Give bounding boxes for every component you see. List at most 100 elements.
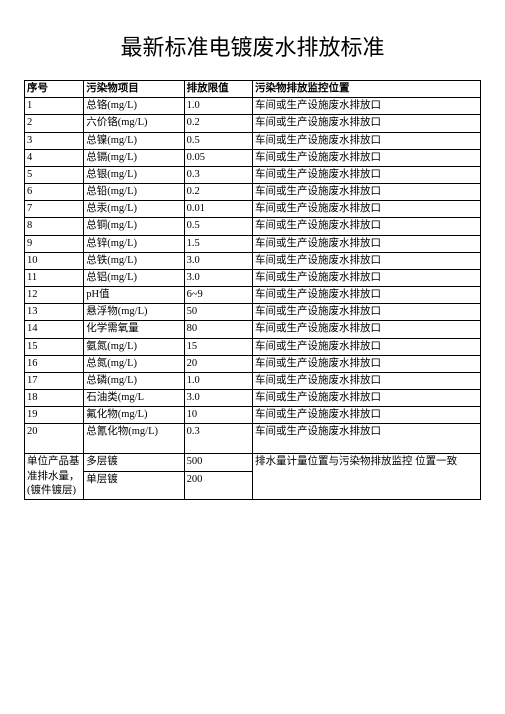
footer-v1: 500 <box>184 454 252 471</box>
table-cell: 车间或生产设施废水排放口 <box>252 338 480 355</box>
table-cell: 总铜(mg/L) <box>84 218 184 235</box>
table-cell: 总镉(mg/L) <box>84 149 184 166</box>
table-cell: 氟化物(mg/L) <box>84 407 184 424</box>
table-row: 13悬浮物(mg/L)50车间或生产设施废水排放口 <box>25 304 481 321</box>
table-row: 1总铬(mg/L)1.0车间或生产设施废水排放口 <box>25 98 481 115</box>
table-cell: 0.3 <box>184 424 252 454</box>
table-cell: 车间或生产设施废水排放口 <box>252 372 480 389</box>
table-row: 20总氰化物(mg/L)0.3车间或生产设施废水排放口 <box>25 424 481 454</box>
table-cell: 3.0 <box>184 252 252 269</box>
table-cell: 车间或生产设施废水排放口 <box>252 287 480 304</box>
header-seq: 序号 <box>25 81 84 98</box>
table-cell: 车间或生产设施废水排放口 <box>252 166 480 183</box>
table-cell: 6~9 <box>184 287 252 304</box>
table-cell: 车间或生产设施废水排放口 <box>252 355 480 372</box>
table-cell: 总磷(mg/L) <box>84 372 184 389</box>
table-row: 6总铅(mg/L)0.2车间或生产设施废水排放口 <box>25 184 481 201</box>
table-cell: 0.5 <box>184 132 252 149</box>
table-cell: 8 <box>25 218 84 235</box>
table-row: 14化学需氧量80车间或生产设施废水排放口 <box>25 321 481 338</box>
table-cell: 1.0 <box>184 98 252 115</box>
table-row: 18石油类(mg/L3.0车间或生产设施废水排放口 <box>25 390 481 407</box>
table-cell: 车间或生产设施废水排放口 <box>252 218 480 235</box>
table-cell: 19 <box>25 407 84 424</box>
table-cell: 0.3 <box>184 166 252 183</box>
header-loc: 污染物排放监控位置 <box>252 81 480 98</box>
table-cell: 10 <box>184 407 252 424</box>
table-row: 9总锌(mg/L)1.5车间或生产设施废水排放口 <box>25 235 481 252</box>
table-cell: 总氰化物(mg/L) <box>84 424 184 454</box>
table-cell: 总铅(mg/L) <box>84 184 184 201</box>
table-cell: 车间或生产设施废水排放口 <box>252 407 480 424</box>
table-cell: 石油类(mg/L <box>84 390 184 407</box>
footer-k1: 多层镀 <box>84 454 184 471</box>
table-cell: 总汞(mg/L) <box>84 201 184 218</box>
table-cell: 12 <box>25 287 84 304</box>
table-cell: 4 <box>25 149 84 166</box>
table-cell: 20 <box>25 424 84 454</box>
table-cell: 3.0 <box>184 269 252 286</box>
table-row: 12pH值6~9车间或生产设施废水排放口 <box>25 287 481 304</box>
table-cell: 总镍(mg/L) <box>84 132 184 149</box>
table-cell: 3 <box>25 132 84 149</box>
table-row: 4总镉(mg/L)0.05车间或生产设施废水排放口 <box>25 149 481 166</box>
table-cell: 总银(mg/L) <box>84 166 184 183</box>
table-cell: 14 <box>25 321 84 338</box>
table-cell: 总氮(mg/L) <box>84 355 184 372</box>
table-cell: 0.5 <box>184 218 252 235</box>
table-cell: 车间或生产设施废水排放口 <box>252 424 480 454</box>
table-cell: 2 <box>25 115 84 132</box>
table-cell: 10 <box>25 252 84 269</box>
header-item: 污染物项目 <box>84 81 184 98</box>
table-cell: 1.0 <box>184 372 252 389</box>
table-cell: 0.2 <box>184 184 252 201</box>
table-cell: 1 <box>25 98 84 115</box>
footer-row-1: 单位产品基 准排水量，(镀件镀层)多层镀500排水量计量位置与污染物排放监控 位… <box>25 454 481 471</box>
header-limit: 排放限值 <box>184 81 252 98</box>
table-row: 8总铜(mg/L)0.5车间或生产设施废水排放口 <box>25 218 481 235</box>
footer-label: 单位产品基 准排水量，(镀件镀层) <box>25 454 84 500</box>
table-cell: pH值 <box>84 287 184 304</box>
table-cell: 15 <box>25 338 84 355</box>
table-row: 19氟化物(mg/L)10车间或生产设施废水排放口 <box>25 407 481 424</box>
page-title: 最新标准电镀废水排放标准 <box>24 30 481 62</box>
table-cell: 17 <box>25 372 84 389</box>
table-cell: 车间或生产设施废水排放口 <box>252 321 480 338</box>
footer-loc: 排水量计量位置与污染物排放监控 位置一致 <box>252 454 480 500</box>
footer-v2: 200 <box>184 471 252 499</box>
table-row: 15氨氮(mg/L)15车间或生产设施废水排放口 <box>25 338 481 355</box>
table-cell: 16 <box>25 355 84 372</box>
table-row: 5总银(mg/L)0.3车间或生产设施废水排放口 <box>25 166 481 183</box>
table-cell: 11 <box>25 269 84 286</box>
table-cell: 车间或生产设施废水排放口 <box>252 149 480 166</box>
table-row: 11总铝(mg/L)3.0车间或生产设施废水排放口 <box>25 269 481 286</box>
table-cell: 15 <box>184 338 252 355</box>
table-row: 10总铁(mg/L)3.0车间或生产设施废水排放口 <box>25 252 481 269</box>
table-cell: 3.0 <box>184 390 252 407</box>
table-cell: 车间或生产设施废水排放口 <box>252 132 480 149</box>
table-cell: 车间或生产设施废水排放口 <box>252 235 480 252</box>
table-cell: 车间或生产设施废水排放口 <box>252 115 480 132</box>
table-cell: 5 <box>25 166 84 183</box>
footer-k2: 单层镀 <box>84 471 184 499</box>
table-cell: 悬浮物(mg/L) <box>84 304 184 321</box>
table-cell: 6 <box>25 184 84 201</box>
table-row: 16总氮(mg/L)20车间或生产设施废水排放口 <box>25 355 481 372</box>
table-cell: 50 <box>184 304 252 321</box>
table-cell: 车间或生产设施废水排放口 <box>252 98 480 115</box>
table-row: 3总镍(mg/L)0.5车间或生产设施废水排放口 <box>25 132 481 149</box>
table-cell: 13 <box>25 304 84 321</box>
table-cell: 车间或生产设施废水排放口 <box>252 390 480 407</box>
table-cell: 1.5 <box>184 235 252 252</box>
table-cell: 车间或生产设施废水排放口 <box>252 184 480 201</box>
table-cell: 氨氮(mg/L) <box>84 338 184 355</box>
table-cell: 80 <box>184 321 252 338</box>
table-row: 7总汞(mg/L)0.01车间或生产设施废水排放口 <box>25 201 481 218</box>
table-cell: 0.01 <box>184 201 252 218</box>
table-cell: 0.05 <box>184 149 252 166</box>
table-cell: 总铬(mg/L) <box>84 98 184 115</box>
table-cell: 六价铬(mg/L) <box>84 115 184 132</box>
table-cell: 20 <box>184 355 252 372</box>
table-cell: 7 <box>25 201 84 218</box>
table-cell: 车间或生产设施废水排放口 <box>252 252 480 269</box>
